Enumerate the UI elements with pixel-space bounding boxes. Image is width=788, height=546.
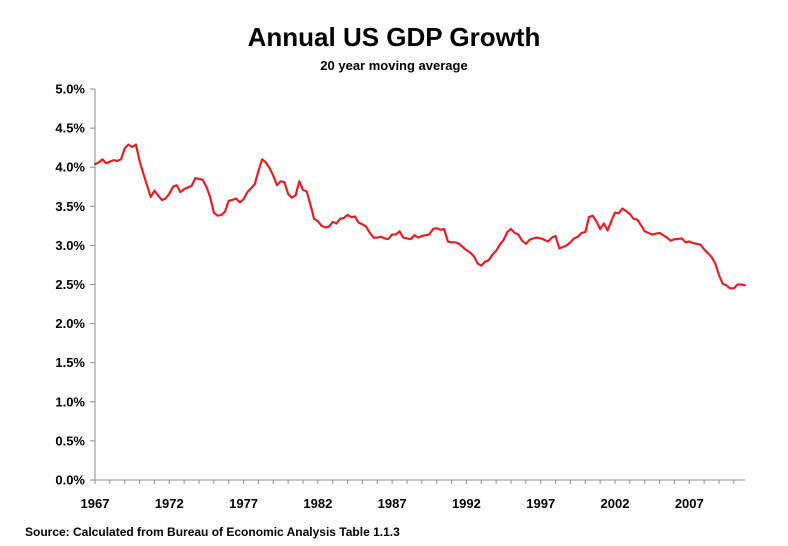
y-tick-label: 3.0% bbox=[55, 238, 85, 253]
y-tick-label: 5.0% bbox=[55, 82, 85, 97]
y-tick-label: 0.0% bbox=[55, 473, 85, 488]
x-tick-label: 1982 bbox=[303, 496, 332, 511]
y-tick-label: 2.5% bbox=[55, 277, 85, 292]
x-tick-label: 2002 bbox=[601, 496, 630, 511]
x-tick-label: 1992 bbox=[452, 496, 481, 511]
chart-title: Annual US GDP Growth bbox=[247, 22, 541, 52]
source-note: Source: Calculated from Bureau of Econom… bbox=[25, 525, 400, 539]
y-tick-label: 2.0% bbox=[55, 316, 85, 331]
x-tick-label: 1972 bbox=[155, 496, 184, 511]
y-tick-label: 3.5% bbox=[55, 199, 85, 214]
x-axis: 1967 1972 1977 1982 1987 1992 1997 2002 2007 bbox=[81, 479, 745, 511]
chart-subtitle: 20 year moving average bbox=[320, 58, 468, 73]
x-tick-label: 1967 bbox=[81, 496, 110, 511]
x-tick-label: 1997 bbox=[526, 496, 555, 511]
series-line-gdp-growth bbox=[93, 143, 747, 290]
y-axis: 0.0% 0.5% 1.0% 1.5% 2.0% 2.5% 3.0% 3.5% 4.0% 4.5%… bbox=[55, 82, 96, 488]
y-tick-label: 1.0% bbox=[55, 394, 85, 409]
y-tick-label: 1.5% bbox=[55, 355, 85, 370]
y-tick-label: 4.5% bbox=[55, 121, 85, 136]
y-tick-label: 0.5% bbox=[55, 433, 85, 448]
x-tick-label: 1987 bbox=[378, 496, 407, 511]
y-tick-label: 4.0% bbox=[55, 160, 85, 175]
x-tick-label: 2007 bbox=[675, 496, 704, 511]
series-group bbox=[93, 143, 747, 290]
x-tick-label: 1977 bbox=[229, 496, 258, 511]
